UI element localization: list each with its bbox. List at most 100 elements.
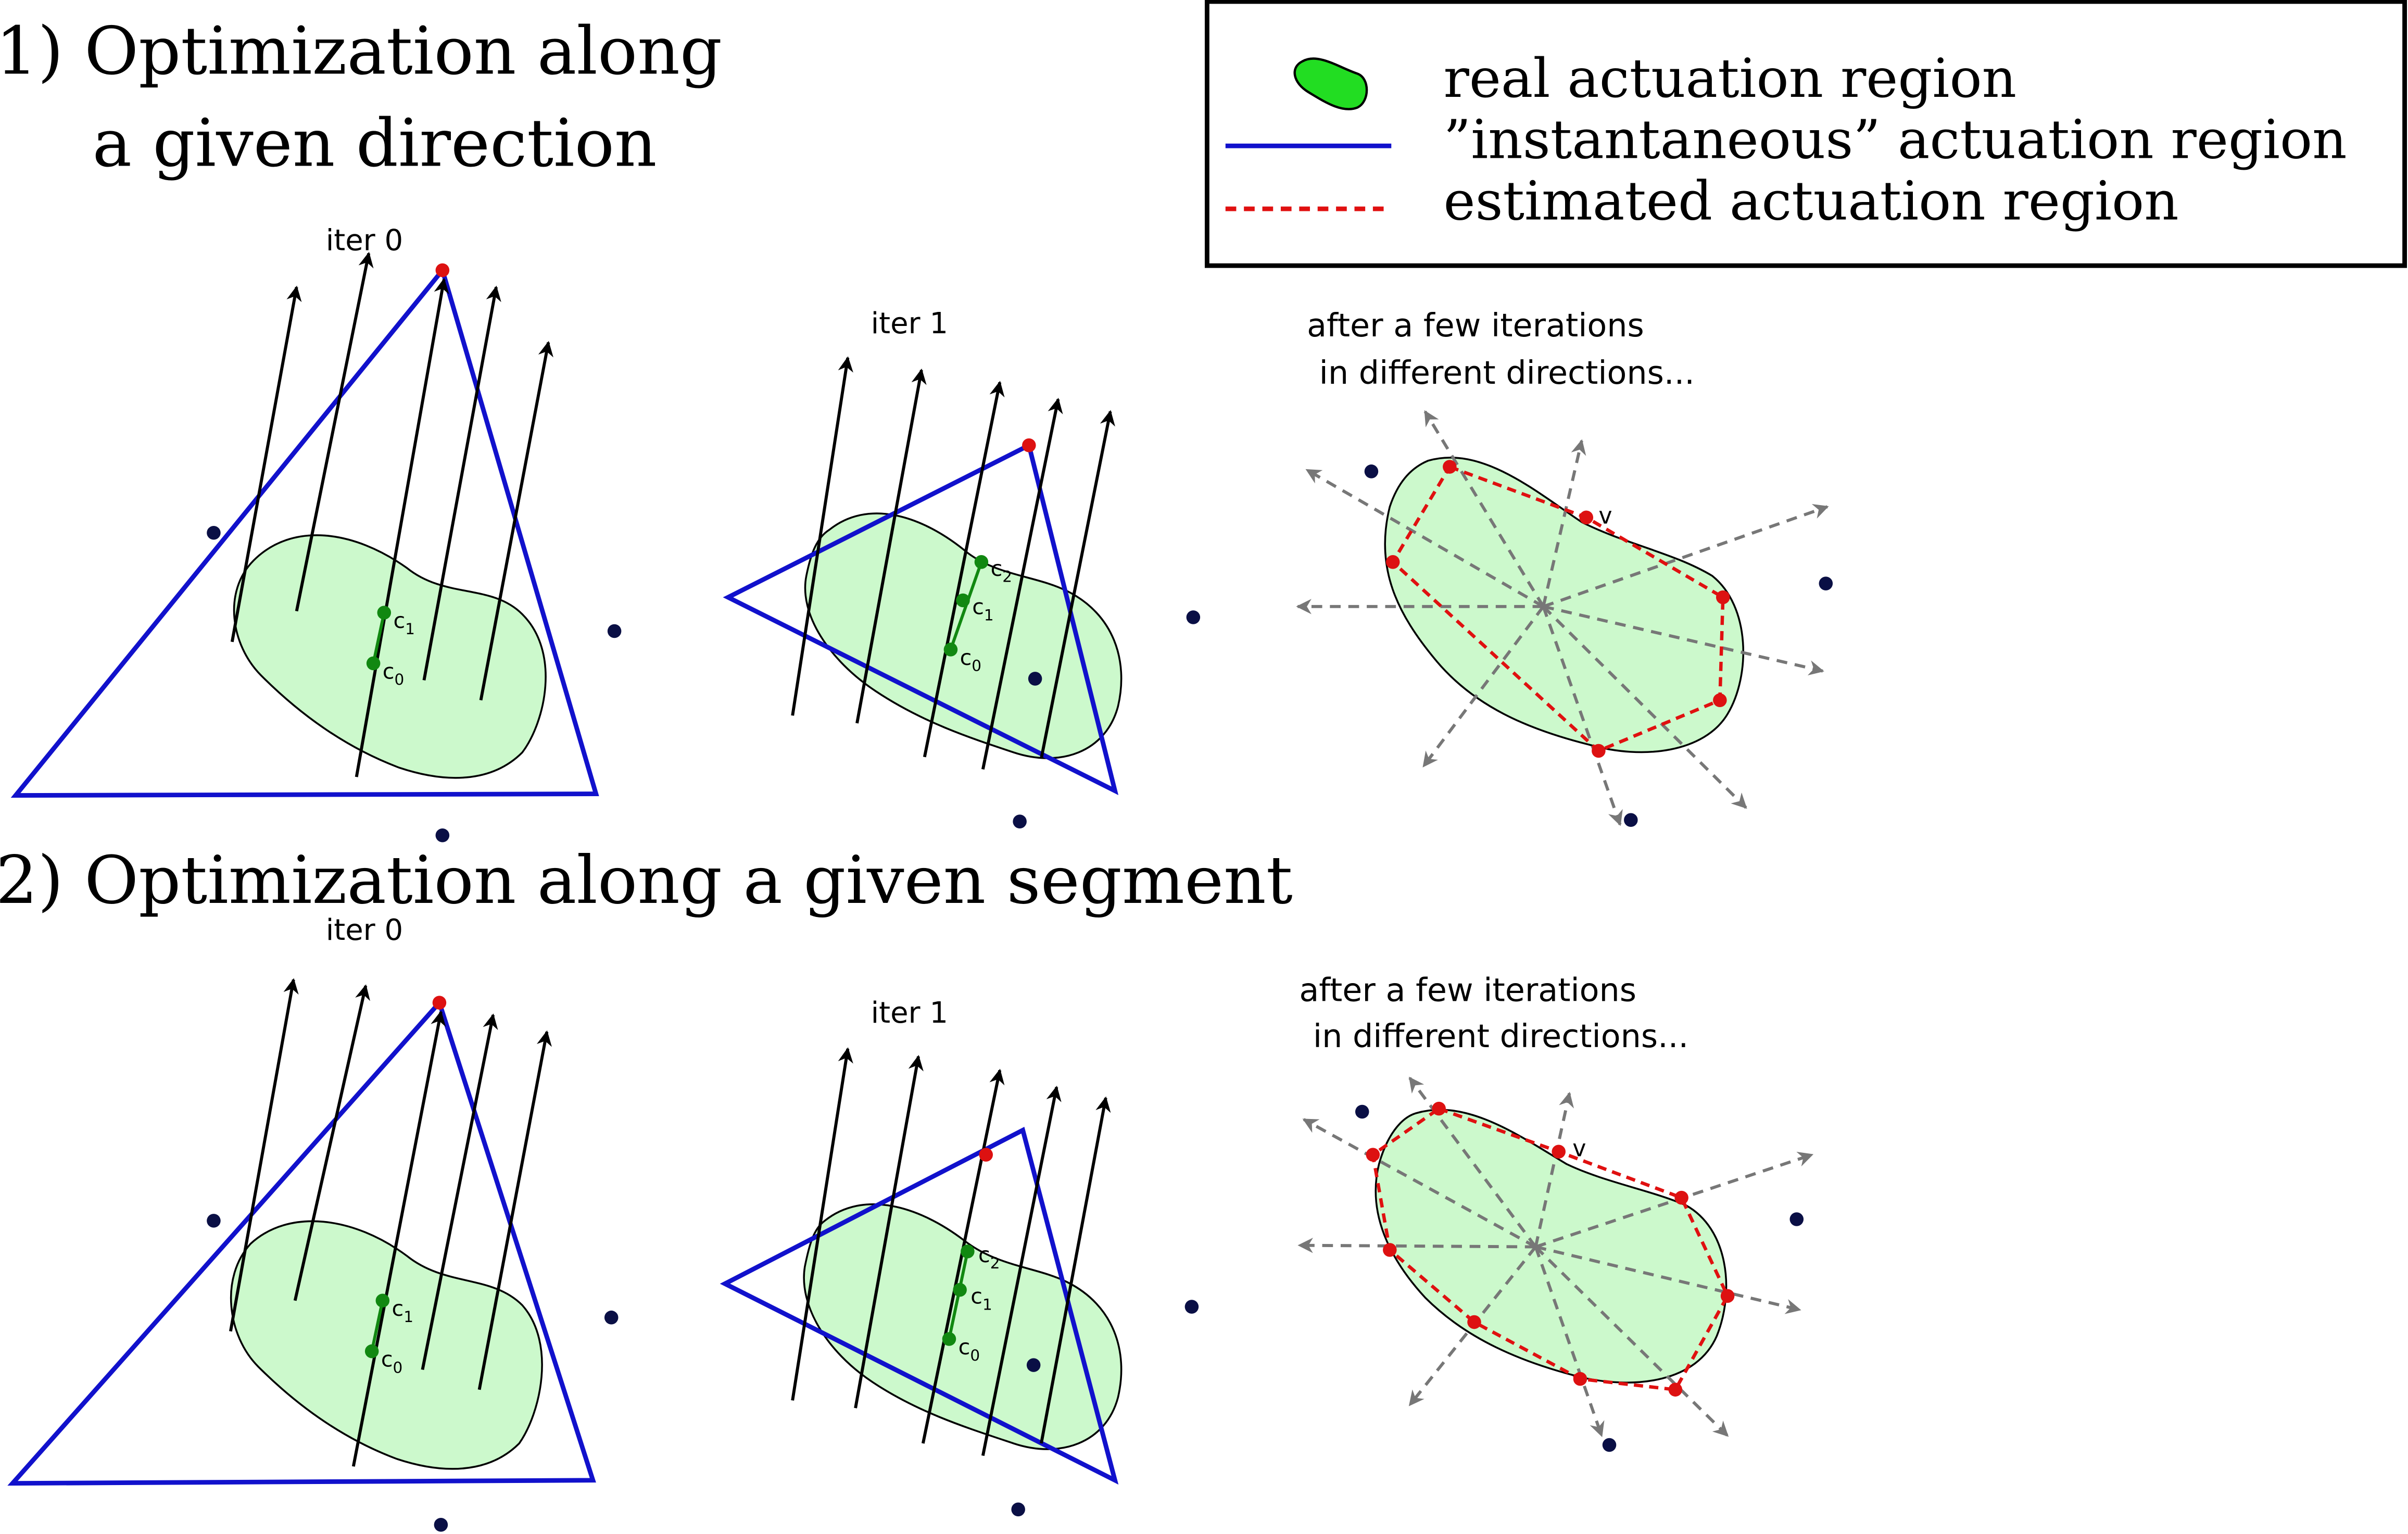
direction-arrow	[854, 1054, 924, 1409]
c1-point	[956, 593, 970, 608]
contact-point	[1364, 464, 1379, 479]
direction-arrow	[791, 356, 853, 716]
direction-arrow	[477, 1030, 552, 1390]
direction-arrow	[791, 1047, 853, 1401]
subscript: 0	[970, 1347, 980, 1364]
estimated-vertex	[1573, 1372, 1587, 1386]
estimated-vertex	[1552, 1145, 1566, 1159]
contact-point	[1789, 1212, 1804, 1226]
real-region	[1384, 457, 1745, 753]
legend: real actuation region ”instantaneous” ac…	[1204, 0, 2407, 268]
direction-arrow	[293, 984, 370, 1301]
vertex-point	[979, 1148, 993, 1162]
estimated-vertex	[1366, 1148, 1380, 1162]
c1-label: c1	[970, 1284, 992, 1314]
direction-arrow	[351, 1010, 446, 1467]
c0-point	[943, 643, 958, 657]
contact-point	[1624, 813, 1638, 827]
panel-top-final: after a few iterations in different dire…	[1296, 307, 1833, 827]
estimated-vertices	[1366, 1101, 1735, 1397]
search-ray	[1542, 605, 1747, 809]
direction-arrows	[791, 356, 1115, 770]
subscript: 0	[972, 657, 981, 675]
c0-c1-segment	[370, 1300, 384, 1352]
direction-arrow	[355, 278, 449, 777]
estimated-vertex	[1674, 1190, 1688, 1205]
section1-title-line2: a given direction	[92, 104, 657, 181]
vertex-point	[435, 263, 450, 278]
c2-point	[961, 1244, 975, 1259]
after-label-line1: after a few iterations	[1307, 307, 1644, 344]
instantaneous-triangle	[723, 442, 1119, 795]
v-label: v	[1598, 503, 1612, 530]
contact-point	[207, 1214, 221, 1228]
c-letter: c	[970, 1284, 982, 1309]
c-letter: c	[960, 645, 972, 670]
direction-arrow	[981, 1085, 1062, 1456]
estimated-vertex	[1716, 590, 1730, 605]
subscript: 0	[393, 1359, 403, 1376]
subscript: 2	[990, 1254, 1000, 1272]
c0-label: c0	[383, 659, 404, 688]
search-ray	[1534, 1246, 1729, 1437]
section1-title-line1: 1) Optimization along	[0, 12, 722, 90]
real-region	[1375, 1109, 1728, 1384]
contact-point	[1026, 1358, 1041, 1372]
c-letter: c	[383, 659, 395, 684]
instantaneous-triangle	[7, 998, 596, 1486]
c-letter: c	[972, 595, 984, 620]
direction-arrow	[422, 285, 501, 681]
estimated-vertex	[1592, 744, 1606, 758]
c2-point	[974, 555, 989, 569]
direction-arrows	[230, 252, 553, 777]
estimated-vertex	[1443, 460, 1457, 474]
search-ray	[1543, 504, 1829, 608]
legend-blob-icon	[1293, 57, 1368, 110]
search-ray	[1297, 1238, 1536, 1253]
contact-point	[1028, 672, 1042, 686]
search-ray	[1535, 1152, 1814, 1249]
direction-arrow	[229, 978, 299, 1332]
contact-point	[434, 1518, 448, 1532]
iter1-label: iter 1	[871, 996, 948, 1030]
search-ray	[1535, 1245, 1801, 1314]
subscript: 2	[1002, 568, 1012, 586]
panel-bottom-final: after a few iterations in different dire…	[1297, 972, 1814, 1452]
c1-point	[377, 606, 392, 620]
search-ray	[1542, 439, 1586, 607]
c-letter: c	[991, 556, 1003, 581]
c1-label: c1	[392, 1296, 413, 1326]
c-letter: c	[392, 1296, 404, 1321]
real-region	[233, 534, 547, 779]
legend-box	[1204, 0, 2407, 268]
search-ray	[1534, 1091, 1574, 1248]
contact-point	[1186, 610, 1201, 624]
contact-point	[1184, 1300, 1199, 1314]
c1-label: c1	[393, 608, 414, 638]
contact-point	[207, 526, 221, 540]
real-region	[804, 512, 1123, 759]
estimated-vertex	[1720, 1289, 1735, 1303]
legend-real-label: real actuation region	[1444, 47, 2017, 110]
direction-arrow	[421, 1013, 498, 1370]
direction-arrow	[1040, 410, 1115, 759]
instantaneous-triangle	[10, 265, 599, 798]
contact-point	[607, 624, 622, 638]
direction-arrows	[229, 978, 552, 1467]
direction-arrow	[921, 1068, 1005, 1444]
c-letter: c	[393, 608, 405, 633]
c-letter: c	[978, 1242, 990, 1267]
subscript: 1	[404, 1308, 413, 1326]
search-ray	[1305, 468, 1544, 608]
c0-point	[364, 1344, 379, 1359]
estimated-vertices	[1385, 460, 1730, 758]
c0-point	[942, 1332, 956, 1346]
estimated-vertex	[1467, 1315, 1481, 1329]
c2-label: c2	[991, 556, 1012, 586]
search-ray	[1302, 1118, 1536, 1249]
iter1-label: iter 1	[871, 307, 948, 341]
v-label: v	[1572, 1136, 1586, 1162]
estimated-vertex	[1383, 1243, 1397, 1257]
c0-point	[366, 656, 381, 671]
c-letter: c	[959, 1335, 970, 1360]
